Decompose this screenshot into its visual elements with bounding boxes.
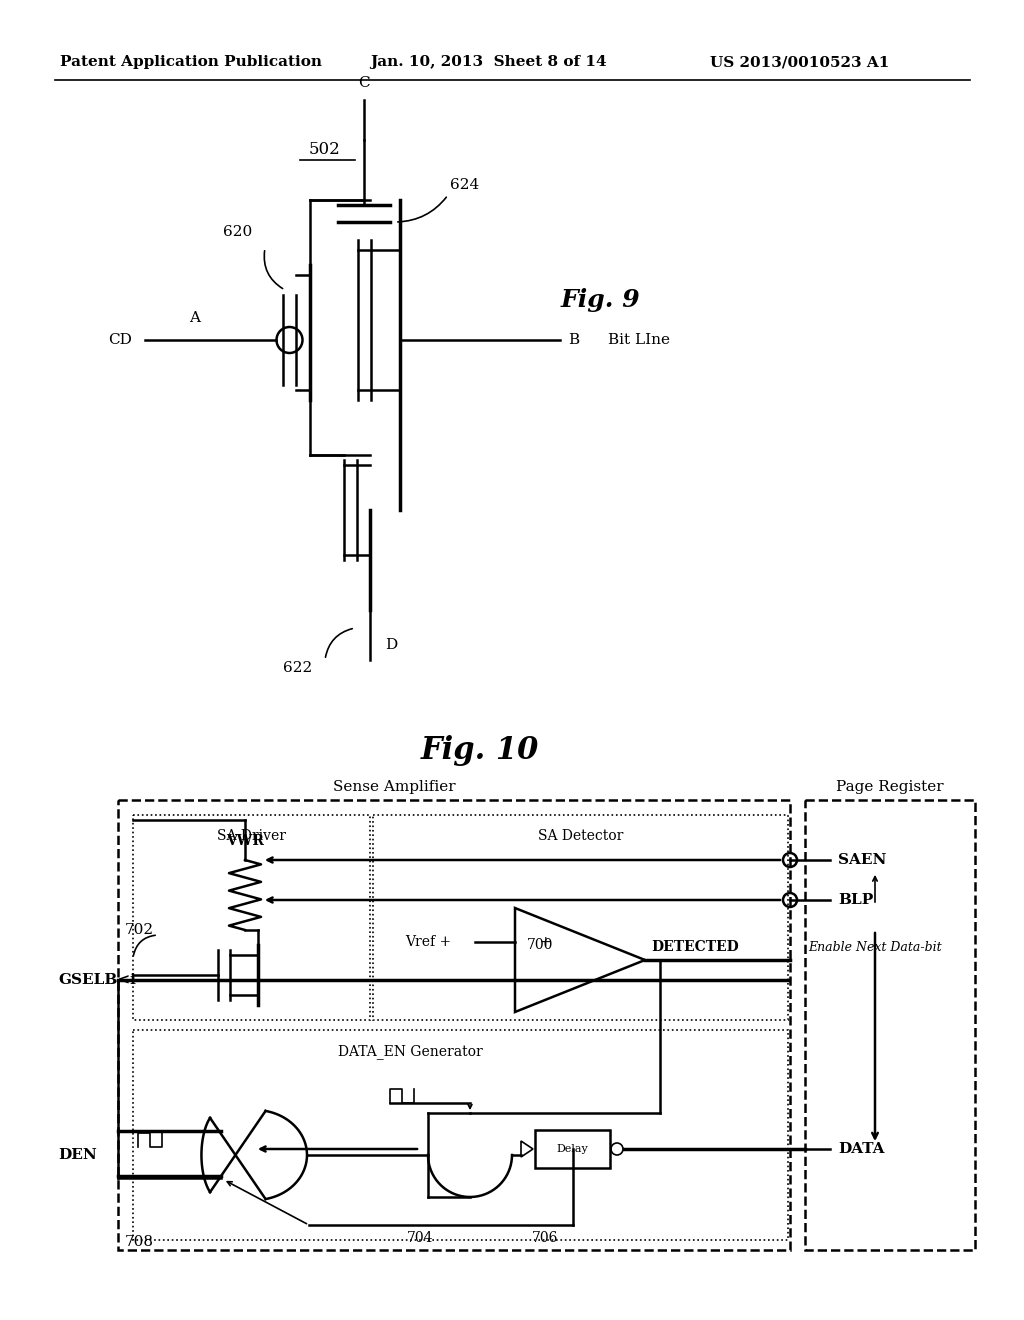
- Bar: [535, 1130, 610, 1168]
- Text: DETECTED: DETECTED: [651, 940, 738, 954]
- Text: US 2013/0010523 A1: US 2013/0010523 A1: [710, 55, 890, 69]
- Text: Delay: Delay: [557, 1144, 589, 1154]
- Text: Page Register: Page Register: [837, 780, 944, 795]
- Text: 622: 622: [284, 661, 312, 675]
- Bar: [133, 814, 370, 1020]
- Bar: [118, 800, 790, 1250]
- Text: DATA: DATA: [838, 1142, 885, 1156]
- Text: SA Driver: SA Driver: [217, 829, 286, 843]
- Text: B: B: [568, 333, 580, 347]
- Text: Sense Amplifier: Sense Amplifier: [333, 780, 456, 795]
- Text: Vref +: Vref +: [406, 935, 452, 949]
- Text: A: A: [189, 312, 201, 325]
- Text: DEN: DEN: [58, 1148, 96, 1162]
- Text: SAEN: SAEN: [838, 853, 887, 867]
- Text: CD: CD: [109, 333, 132, 347]
- Text: 620: 620: [223, 224, 252, 239]
- Bar: [133, 1030, 788, 1239]
- Text: DATA_EN Generator: DATA_EN Generator: [338, 1044, 483, 1059]
- Text: 706: 706: [531, 1232, 558, 1245]
- Text: 702: 702: [125, 923, 155, 937]
- Text: 700: 700: [526, 939, 553, 952]
- Polygon shape: [521, 1140, 534, 1158]
- Text: D: D: [385, 638, 397, 652]
- Text: 502: 502: [309, 141, 341, 158]
- Text: Enable Next Data-bit: Enable Next Data-bit: [808, 941, 942, 954]
- Text: −: −: [540, 973, 551, 987]
- Text: VWR: VWR: [226, 834, 264, 847]
- Bar: [805, 800, 975, 1250]
- Text: 624: 624: [450, 178, 479, 191]
- Text: Fig. 10: Fig. 10: [421, 734, 540, 766]
- Text: C: C: [358, 77, 370, 90]
- Text: SA Detector: SA Detector: [538, 829, 624, 843]
- Text: Patent Application Publication: Patent Application Publication: [60, 55, 322, 69]
- Text: 704: 704: [407, 1232, 433, 1245]
- Text: Fig. 9: Fig. 9: [560, 288, 640, 312]
- Text: GSELB<i: GSELB<i: [58, 973, 136, 987]
- Text: BLP: BLP: [838, 894, 873, 907]
- Text: +: +: [540, 935, 551, 949]
- Text: 708: 708: [125, 1236, 154, 1249]
- Text: Bit LIne: Bit LIne: [608, 333, 670, 347]
- Bar: [373, 814, 788, 1020]
- Text: Jan. 10, 2013  Sheet 8 of 14: Jan. 10, 2013 Sheet 8 of 14: [370, 55, 606, 69]
